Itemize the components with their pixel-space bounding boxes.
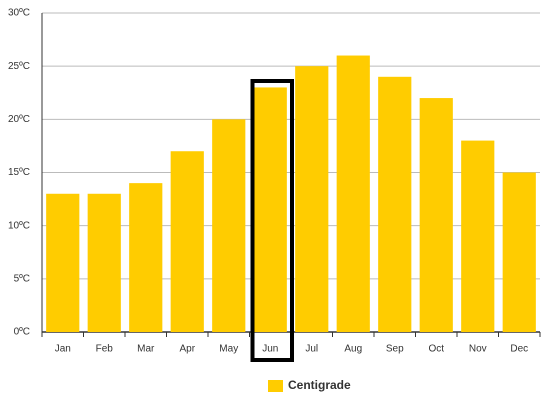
x-tick-label: Jun xyxy=(262,344,278,355)
bar xyxy=(87,193,121,332)
bar xyxy=(461,140,495,332)
x-tick-label: Aug xyxy=(344,344,362,355)
x-tick-label: Oct xyxy=(428,344,444,355)
x-tick-label: May xyxy=(219,344,238,355)
bar xyxy=(212,119,246,332)
x-tick-label: Dec xyxy=(510,344,528,355)
x-tick-label: Nov xyxy=(469,344,487,355)
bar xyxy=(336,55,370,333)
bar xyxy=(46,193,80,332)
y-tick-label: 25ºC xyxy=(8,61,30,72)
legend-swatch xyxy=(268,380,283,392)
y-tick-label: 10ºC xyxy=(8,220,30,231)
y-tick-label: 5ºC xyxy=(14,273,30,284)
x-tick-label: Mar xyxy=(137,344,155,355)
bar xyxy=(419,98,453,332)
bar xyxy=(129,183,163,332)
x-tick-label: Jan xyxy=(55,344,71,355)
y-tick-label: 15ºC xyxy=(8,167,30,178)
y-tick-label: 20ºC xyxy=(8,114,30,125)
bar xyxy=(295,66,329,333)
x-tick-label: Apr xyxy=(179,344,195,355)
bar xyxy=(502,172,536,332)
y-tick-label: 30ºC xyxy=(8,8,30,19)
bar xyxy=(170,151,204,332)
x-tick-label: Jul xyxy=(305,344,318,355)
bar xyxy=(253,87,287,332)
bar xyxy=(378,76,412,332)
highlight-box xyxy=(250,79,294,362)
y-tick-label: 0ºC xyxy=(14,327,30,338)
legend-label: Centigrade xyxy=(288,378,351,392)
x-tick-label: Feb xyxy=(96,344,114,355)
x-tick-label: Sep xyxy=(386,344,404,355)
